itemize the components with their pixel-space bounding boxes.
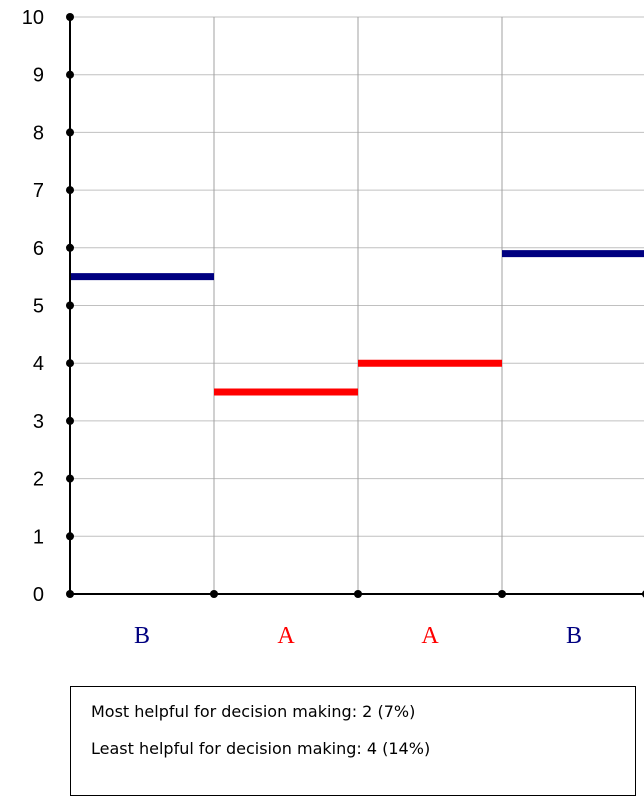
y-tick-label: 2 bbox=[33, 469, 44, 491]
least-helpful-text: Least helpful for decision making: 4 (14… bbox=[91, 739, 431, 758]
axes bbox=[66, 13, 644, 598]
y-axis-dot bbox=[66, 590, 74, 598]
y-tick-label: 0 bbox=[33, 584, 44, 606]
x-category-label: A bbox=[421, 623, 439, 649]
x-category-label: B bbox=[134, 623, 150, 649]
y-axis-dot bbox=[66, 128, 74, 137]
y-tick-label: 7 bbox=[33, 180, 44, 202]
segment-lines bbox=[70, 250, 644, 396]
y-axis-dot bbox=[66, 70, 74, 79]
grid-lines bbox=[70, 16, 644, 594]
x-axis-dot bbox=[210, 590, 218, 598]
x-axis-dot bbox=[354, 590, 362, 598]
y-tick-label: 3 bbox=[33, 411, 44, 433]
y-axis-dot bbox=[66, 186, 74, 195]
most-helpful-text: Most helpful for decision making: 2 (7%) bbox=[91, 702, 416, 721]
y-tick-label: 5 bbox=[33, 296, 44, 318]
y-tick-label: 10 bbox=[22, 7, 44, 29]
y-axis-dot bbox=[66, 359, 74, 368]
y-axis-dot bbox=[66, 474, 74, 483]
y-axis-dot bbox=[66, 13, 74, 21]
summary-box: Most helpful for decision making: 2 (7%)… bbox=[70, 686, 636, 796]
y-axis-dot bbox=[66, 416, 74, 425]
y-tick-label: 6 bbox=[33, 238, 44, 260]
y-tick-label: 9 bbox=[33, 65, 44, 87]
y-tick-label: 1 bbox=[33, 526, 44, 548]
y-axis-dot bbox=[66, 301, 74, 310]
y-tick-label: 4 bbox=[33, 353, 44, 375]
y-tick-label: 8 bbox=[33, 122, 44, 144]
x-category-label: B bbox=[566, 623, 582, 649]
labels: 0 1 2 3 4 5 6 7 8 9 10 B A A B bbox=[22, 7, 582, 649]
x-axis-dot bbox=[498, 590, 506, 598]
step-chart: 0 1 2 3 4 5 6 7 8 9 10 B A A B bbox=[22, 7, 644, 649]
x-category-label: A bbox=[277, 623, 295, 649]
y-axis-dot bbox=[66, 243, 74, 252]
y-axis-dot bbox=[66, 532, 74, 541]
